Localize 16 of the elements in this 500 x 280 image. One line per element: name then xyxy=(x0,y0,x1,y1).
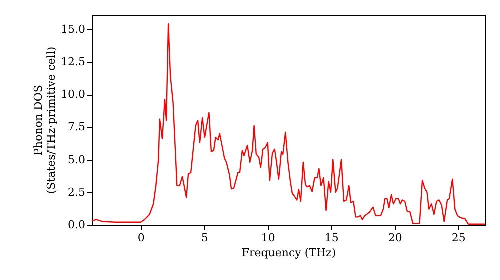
y-tick-label: 15.0 xyxy=(61,22,86,36)
y-tick-label: 10.0 xyxy=(61,88,86,102)
line-series xyxy=(92,24,485,225)
y-tick-label: 12.5 xyxy=(61,55,86,68)
x-tick-label: 5 xyxy=(201,232,208,244)
x-axis-title: Frequency (THz) xyxy=(242,246,336,260)
x-tick-label: 0 xyxy=(138,232,145,244)
x-tick-label: 10 xyxy=(261,232,276,244)
x-tick-label: 25 xyxy=(452,232,466,244)
y-tick-label: 2.5 xyxy=(68,186,86,199)
y-axis-title: Phonon DOS (States/THz·primitive cell) xyxy=(32,46,58,194)
y-tick-label: 5.0 xyxy=(68,153,86,166)
x-tick-label: 15 xyxy=(324,232,339,244)
y-tick-label: 0.0 xyxy=(68,218,86,232)
x-tick-label: 20 xyxy=(388,232,402,244)
y-tick-label: 7.5 xyxy=(68,120,86,134)
